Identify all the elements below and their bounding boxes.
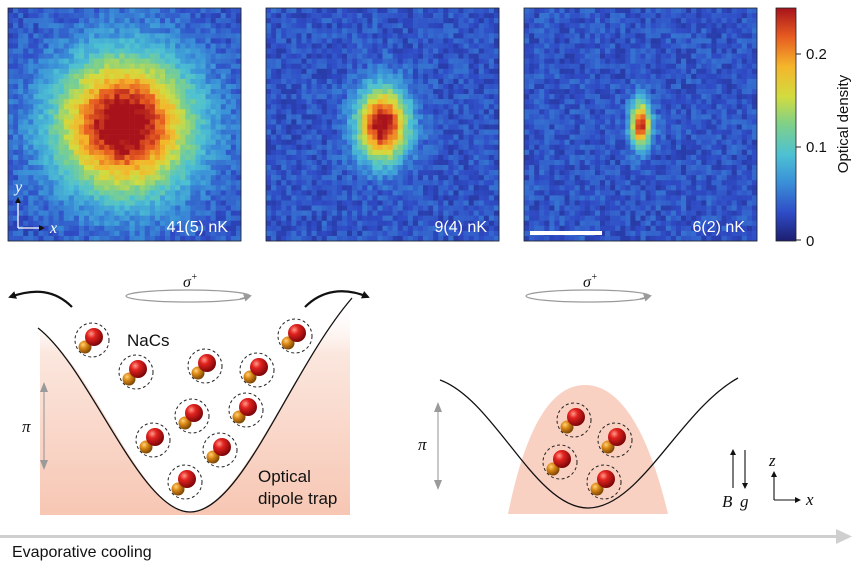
nacs-molecule (277, 318, 313, 354)
evaporative-cooling-arrow: Evaporative cooling (0, 529, 852, 561)
molecules-right (542, 402, 633, 500)
nacs-molecule (167, 464, 203, 500)
temperature-label: 41(5) nK (167, 219, 229, 236)
coordinate-axes-zx: z x (768, 451, 814, 509)
sigma-plus-rotation-arrow (125, 289, 251, 303)
escape-arrow-right (304, 290, 370, 308)
molecule-label: NaCs (127, 331, 170, 350)
nacs-molecule (239, 352, 275, 388)
z-label: z (768, 451, 776, 470)
axes-inset: y x (13, 179, 57, 237)
trap-potential-curve (37, 297, 353, 513)
optical-dipole-trap-left: σ+ NaCs π Optical dipole trap (8, 272, 370, 515)
nacs-molecule (135, 422, 171, 458)
sigma-plus-label: σ+ (183, 272, 198, 291)
scale-bar (530, 231, 602, 235)
nacs-molecule (118, 354, 154, 390)
temperature-label: 9(4) nK (435, 219, 488, 236)
field-gravity-indicator: B g (722, 449, 749, 511)
escape-arrow-left (8, 290, 73, 308)
colorbar-tick: 0.2 (806, 46, 827, 63)
nacs-molecule (597, 422, 633, 458)
evaporative-cooling-label: Evaporative cooling (12, 544, 152, 561)
nacs-molecule (202, 432, 238, 468)
trap-fill (40, 300, 350, 515)
absorption-image-3: 6(2) nK (523, 7, 758, 242)
image-pixels (524, 8, 758, 242)
optical-dipole-trap-right: σ+ π (418, 272, 739, 514)
x-label: x (805, 490, 814, 509)
inset-y-label: y (13, 179, 23, 196)
pi-label-left: π (22, 417, 31, 436)
image-pixels (266, 8, 500, 242)
molecule-cloud-fill (508, 385, 668, 514)
pi-label-right: π (418, 435, 427, 454)
nacs-molecule (586, 464, 622, 500)
trap-label: Optical dipole trap (258, 467, 337, 508)
nacs-molecule (74, 322, 110, 358)
colorbar-label: Optical density (835, 74, 852, 173)
colorbar-tick: 0.1 (806, 139, 827, 156)
colorbar: 0 0.1 0.2 Optical density (775, 7, 852, 250)
image-pixels (8, 8, 242, 242)
nacs-molecule (174, 398, 210, 434)
inset-x-label: x (49, 220, 57, 237)
nacs-molecule (556, 402, 592, 438)
nacs-molecule (187, 348, 223, 384)
nacs-molecule (228, 392, 264, 428)
sigma-plus-rotation-arrow (525, 289, 651, 303)
trap-potential-curve (439, 377, 739, 509)
absorption-image-2: 9(4) nK (265, 7, 500, 242)
sigma-plus-label: σ+ (583, 272, 598, 291)
colorbar-tick: 0 (806, 233, 814, 250)
B-label: B (722, 492, 733, 511)
nacs-molecule (542, 444, 578, 480)
molecules-left (74, 318, 313, 500)
colorbar-gradient (775, 7, 797, 242)
g-label: g (740, 492, 749, 511)
absorption-image-1: 41(5) nK (7, 7, 242, 242)
temperature-label: 6(2) nK (693, 219, 746, 236)
